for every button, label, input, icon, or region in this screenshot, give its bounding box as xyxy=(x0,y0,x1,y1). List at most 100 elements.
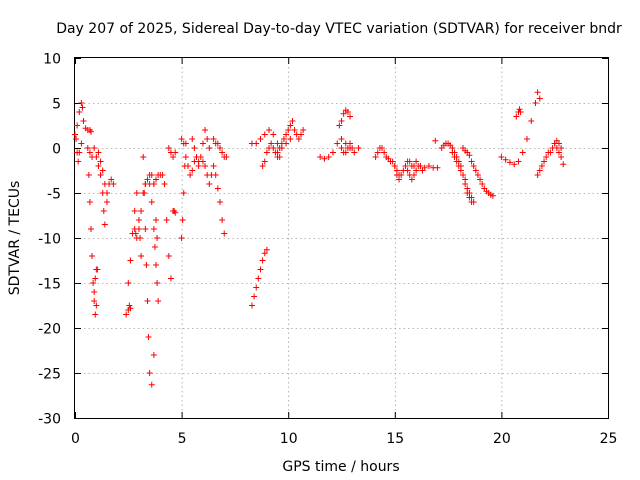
data-point xyxy=(334,140,341,147)
data-point xyxy=(73,136,80,142)
data-point xyxy=(216,145,223,151)
data-point xyxy=(278,140,285,147)
data-point xyxy=(457,167,464,174)
data-point xyxy=(142,181,149,187)
data-point xyxy=(189,136,196,142)
data-point xyxy=(402,163,409,169)
data-point xyxy=(257,136,264,142)
data-point xyxy=(182,154,189,160)
data-point xyxy=(214,140,221,147)
series-arc-21 xyxy=(248,246,270,309)
data-point xyxy=(263,149,270,156)
data-point xyxy=(145,334,152,340)
data-point xyxy=(502,156,509,163)
data-point xyxy=(511,161,518,168)
data-point xyxy=(72,131,78,138)
data-point xyxy=(541,158,548,165)
data-point xyxy=(523,136,530,142)
data-point xyxy=(536,167,543,174)
data-point xyxy=(257,266,264,273)
series-arc-37 xyxy=(513,106,524,120)
data-point xyxy=(538,163,545,169)
data-point xyxy=(259,257,266,264)
x-tick-label: 25 xyxy=(600,431,618,447)
data-point xyxy=(460,172,467,178)
data-point xyxy=(144,298,151,304)
data-point xyxy=(191,145,198,151)
data-point xyxy=(466,152,473,159)
data-point xyxy=(219,217,226,223)
data-point xyxy=(178,235,185,241)
series-arc-13 xyxy=(150,172,174,282)
data-point xyxy=(297,131,304,138)
data-point xyxy=(138,208,145,214)
data-point xyxy=(506,159,513,166)
x-tick-label: 0 xyxy=(71,431,80,447)
data-point xyxy=(126,302,133,309)
data-point xyxy=(86,199,93,205)
data-point xyxy=(133,235,140,241)
data-point xyxy=(95,149,102,156)
data-point xyxy=(151,244,158,250)
data-point xyxy=(197,154,204,160)
series-arc-4 xyxy=(91,266,101,295)
data-point xyxy=(133,190,140,196)
data-point xyxy=(349,145,356,151)
data-point xyxy=(132,230,139,237)
data-point xyxy=(477,176,484,183)
y-tick-label: -30 xyxy=(38,412,61,428)
data-point xyxy=(372,154,379,160)
data-point xyxy=(472,167,479,174)
series-arc-36 xyxy=(498,89,543,168)
data-point xyxy=(75,158,82,165)
series-arc-39 xyxy=(551,140,567,168)
chart-title: Day 207 of 2025, Sidereal Day-to-day VTE… xyxy=(56,21,622,37)
data-point xyxy=(468,199,475,205)
data-point xyxy=(179,217,186,223)
data-point xyxy=(202,127,209,133)
series-arc-18 xyxy=(189,127,213,165)
series-arc-15 xyxy=(170,208,179,216)
series-arc-16 xyxy=(178,140,189,241)
data-point xyxy=(347,140,354,147)
data-point xyxy=(93,154,100,160)
data-point xyxy=(99,167,106,174)
series-arc-26 xyxy=(336,107,354,129)
y-tick-label: -15 xyxy=(38,277,61,293)
data-point xyxy=(344,109,351,115)
data-point xyxy=(317,154,324,160)
data-point xyxy=(291,127,298,133)
data-point xyxy=(127,257,134,264)
data-point xyxy=(289,118,296,124)
data-point xyxy=(178,136,185,142)
series-arc-38 xyxy=(534,137,565,178)
data-point xyxy=(221,230,228,237)
data-point xyxy=(413,167,420,174)
data-point xyxy=(148,199,155,205)
data-point xyxy=(553,145,560,151)
data-point xyxy=(421,164,428,171)
y-tick-label: 0 xyxy=(52,142,61,158)
data-point xyxy=(270,145,277,151)
data-point xyxy=(300,127,307,133)
data-point xyxy=(159,172,166,178)
data-point xyxy=(154,280,161,286)
series-arc-20 xyxy=(210,136,230,160)
data-point xyxy=(150,226,157,232)
data-point xyxy=(91,145,98,151)
data-point xyxy=(406,158,413,165)
data-point xyxy=(338,136,345,142)
data-point xyxy=(274,149,281,156)
data-point xyxy=(517,109,524,115)
data-point xyxy=(410,172,417,178)
data-point xyxy=(202,163,209,169)
data-point xyxy=(464,190,471,196)
data-point xyxy=(449,149,456,156)
data-point xyxy=(167,275,174,282)
data-point xyxy=(143,262,150,268)
data-point xyxy=(374,149,381,156)
data-point xyxy=(95,163,102,169)
data-point xyxy=(287,122,294,129)
data-point xyxy=(74,122,81,129)
data-point xyxy=(79,104,86,111)
